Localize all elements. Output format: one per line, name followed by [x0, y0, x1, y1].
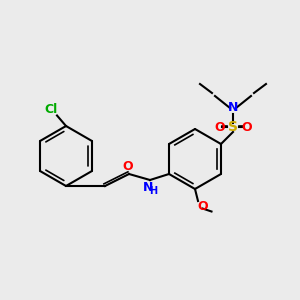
- Text: H: H: [149, 186, 157, 197]
- Text: N: N: [143, 181, 154, 194]
- Text: O: O: [197, 200, 208, 214]
- Text: N: N: [228, 101, 238, 115]
- Text: Cl: Cl: [44, 103, 58, 116]
- Text: O: O: [214, 121, 225, 134]
- Text: O: O: [122, 160, 133, 173]
- Text: S: S: [228, 121, 238, 134]
- Text: O: O: [241, 121, 252, 134]
